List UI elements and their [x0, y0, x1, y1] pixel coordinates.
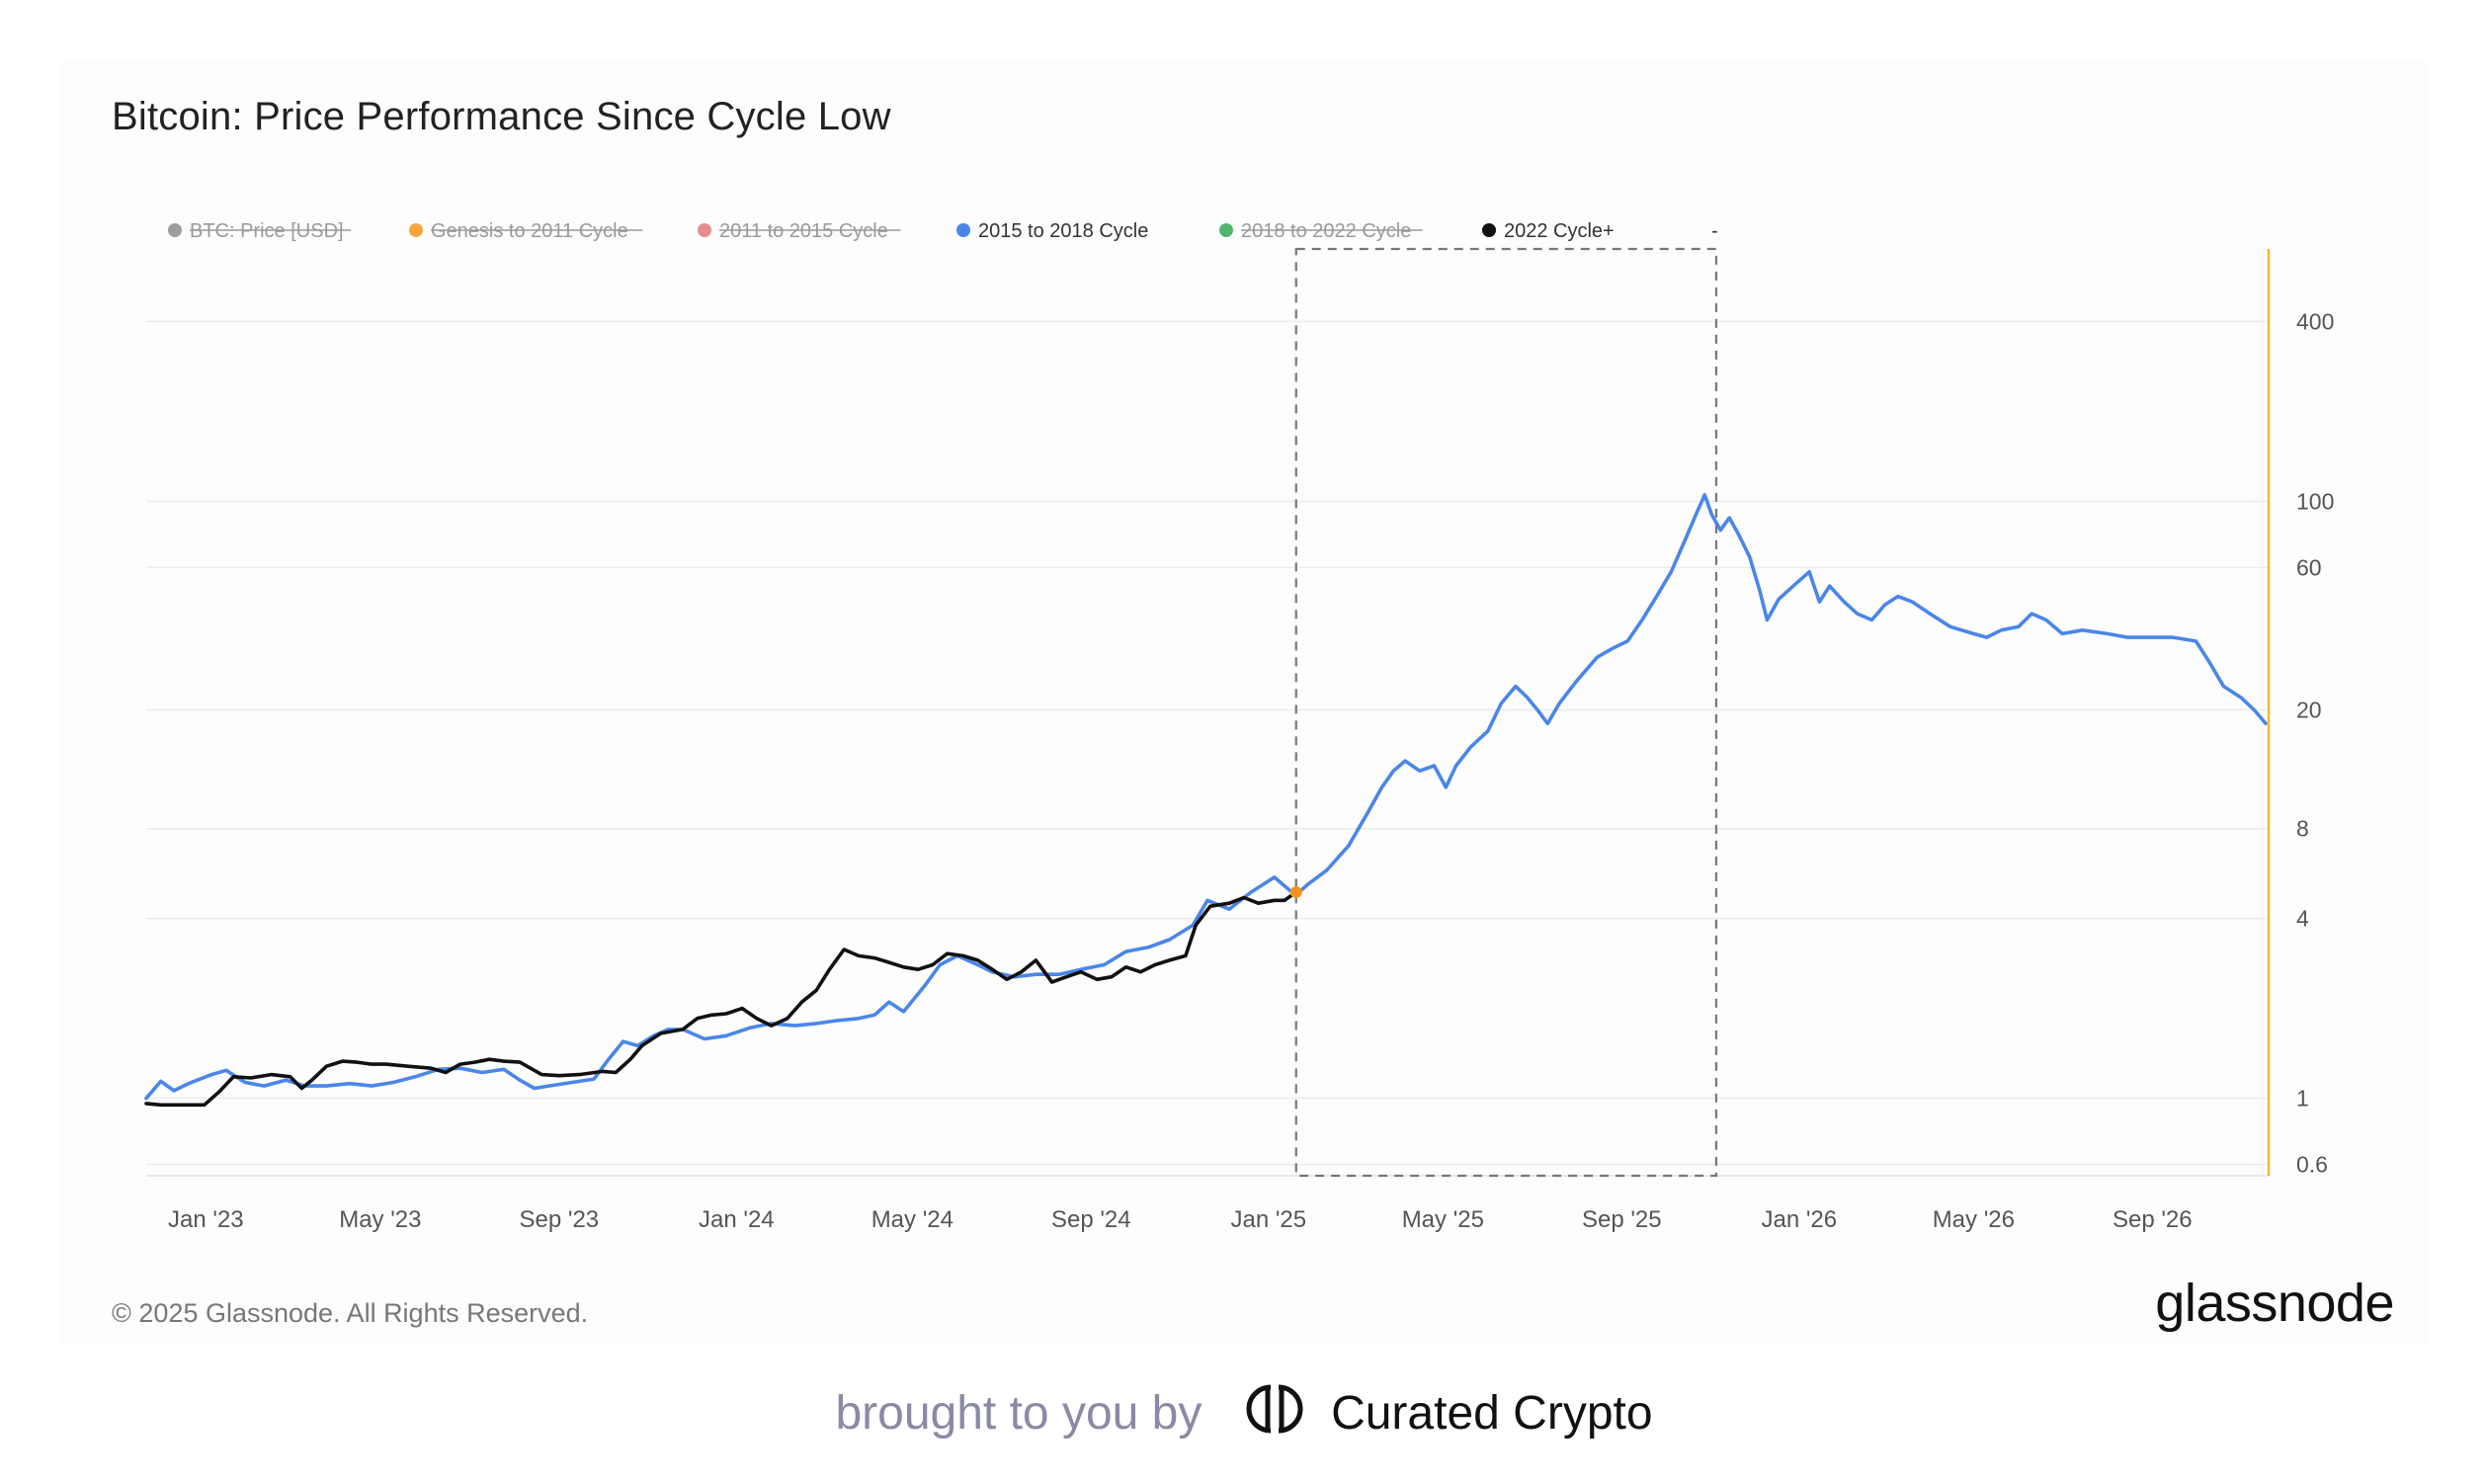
legend-swatch	[1482, 223, 1496, 237]
chart-panel	[61, 59, 2427, 1344]
y-tick-label: 60	[2296, 554, 2322, 580]
legend: BTC: Price [USD] Genesis to 2011 Cycle 201…	[168, 220, 1718, 242]
legend-swatch	[409, 223, 423, 237]
y-tick-label: 4	[2296, 906, 2309, 932]
x-tick-label: May '24	[871, 1206, 954, 1233]
legend-label: -	[1711, 220, 1718, 242]
x-tick-label: Sep '25	[1582, 1206, 1662, 1233]
legend-item: 2018 to 2022 Cycle	[1219, 220, 1423, 242]
credit-line: brought to you by Curated Crypto	[0, 1381, 2488, 1448]
series-lines	[144, 493, 2268, 1108]
x-tick-label: Sep '24	[1051, 1206, 1131, 1233]
y-tick-label: 100	[2296, 488, 2334, 514]
legend-swatch	[698, 223, 711, 237]
y-tick-label: 400	[2296, 308, 2334, 334]
credit-brand: Curated Crypto	[1331, 1387, 1653, 1440]
x-tick-label: Jan '24	[699, 1206, 775, 1233]
x-tick-label: Jan '23	[168, 1206, 244, 1233]
legend-swatch	[956, 223, 970, 237]
x-axis: Jan '23 May '23 Sep '23 Jan '24 May '24 Sep '…	[168, 1206, 2193, 1233]
legend-label: 2015 to 2018 Cycle	[978, 220, 1148, 242]
x-tick-label: May '23	[339, 1206, 421, 1233]
highlight-box-rect	[1294, 247, 1718, 1178]
glassnode-logo: glassnode	[2155, 1274, 2394, 1333]
curated-crypto-logo-icon	[1241, 1381, 1308, 1448]
legend-item: 2015 to 2018 Cycle	[956, 220, 1148, 242]
highlight-box	[1294, 247, 1718, 1178]
y-tick-label: 20	[2296, 697, 2322, 722]
legend-label: 2011 to 2015 Cycle	[719, 220, 888, 242]
y-tick-label: 8	[2296, 816, 2309, 842]
legend-label: BTC: Price [USD]	[190, 220, 344, 242]
credit-prefix: brought to you by	[835, 1387, 1203, 1440]
legend-label: 2022 Cycle+	[1504, 220, 1615, 242]
y-axis: 0.6 1 4 8 20 60 100 400	[2267, 249, 2334, 1178]
x-tick-label: May '26	[1933, 1206, 2015, 1233]
2022-cycle-line	[144, 890, 1298, 1108]
y-tick-label: 0.6	[2296, 1152, 2328, 1178]
copyright-text: © 2025 Glassnode. All Rights Reserved.	[112, 1298, 589, 1328]
x-tick-label: May '25	[1402, 1206, 1484, 1233]
legend-item: 2011 to 2015 Cycle	[698, 220, 901, 242]
legend-swatch	[1219, 223, 1233, 237]
legend-label: Genesis to 2011 Cycle	[431, 220, 628, 242]
x-tick-label: Jan '25	[1230, 1206, 1306, 1233]
y-tick-label: 1	[2296, 1086, 2309, 1112]
2015-to-2018-cycle-line	[144, 493, 2268, 1101]
chart-title: Bitcoin: Price Performance Since Cycle L…	[112, 95, 891, 138]
x-tick-label: Sep '23	[520, 1206, 600, 1233]
legend-item: Genesis to 2011 Cycle	[409, 220, 643, 242]
x-tick-label: Sep '26	[2113, 1206, 2193, 1233]
current-value-marker	[1289, 886, 1302, 899]
legend-swatch	[168, 223, 182, 237]
legend-item: BTC: Price [USD]	[168, 220, 352, 242]
x-tick-label: Jan '26	[1761, 1206, 1837, 1233]
legend-label: 2018 to 2022 Cycle	[1241, 220, 1411, 242]
grid-lines	[146, 320, 2269, 1177]
legend-item: -	[1711, 220, 1718, 242]
legend-item: 2022 Cycle+	[1482, 220, 1615, 242]
